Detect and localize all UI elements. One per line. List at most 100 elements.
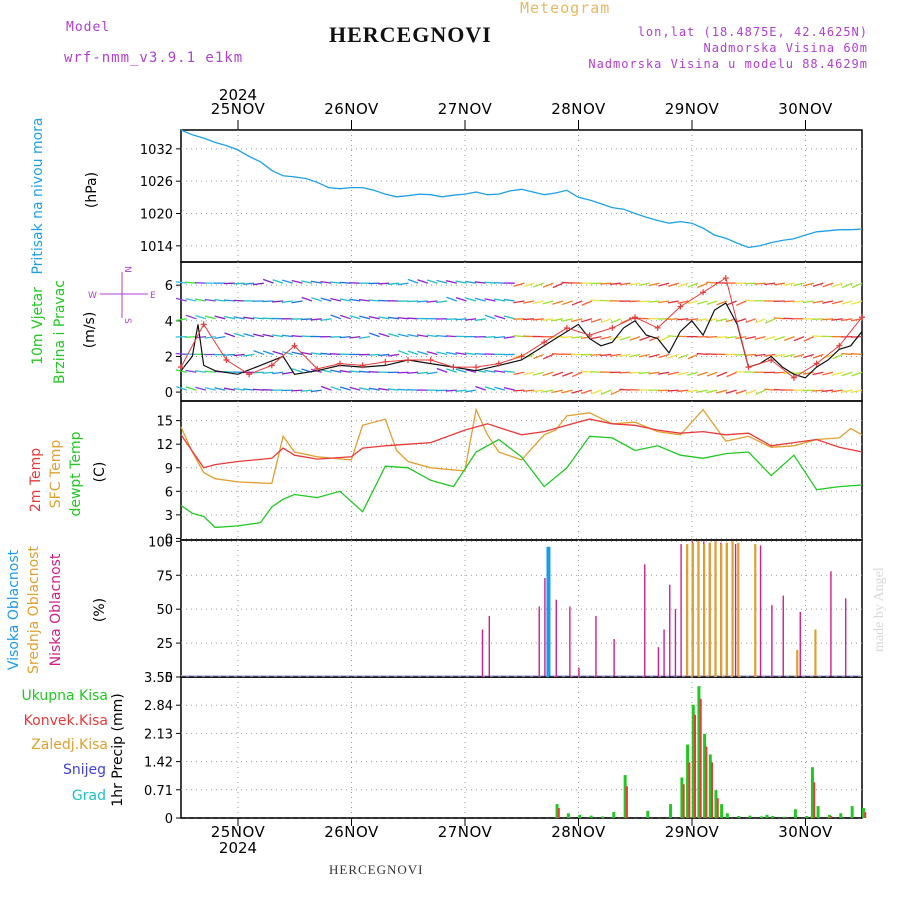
- wind-arrow: [783, 336, 795, 342]
- wind-arrow: [330, 369, 342, 373]
- wind-arrow: [668, 353, 679, 359]
- wind-arrow: [445, 389, 457, 392]
- precip-total-bar: [771, 816, 775, 818]
- wind-arrow: [465, 368, 477, 373]
- wind-arrow: [629, 282, 641, 286]
- wind-arrow: [831, 318, 843, 321]
- wind-arrow: [523, 300, 535, 304]
- cloud-bar: [759, 545, 762, 677]
- wind-arrow: [754, 335, 766, 340]
- wind-arrow: [532, 371, 544, 376]
- y-tick-label: 3.55: [144, 671, 173, 686]
- bottom-day-label: 29NOV: [665, 823, 720, 841]
- wind-arrow: [687, 282, 699, 288]
- wind-arrow: [580, 370, 592, 373]
- wind-axis-subtitle: Brzina i Pravac: [52, 280, 68, 384]
- wind-arrow: [522, 318, 535, 321]
- wind-arrow: [581, 300, 593, 306]
- wind-arrow: [783, 300, 795, 303]
- wind-arrow: [494, 298, 506, 302]
- wind-arrow: [648, 300, 660, 303]
- wind-arrow: [388, 333, 400, 338]
- model-label: Model: [66, 20, 111, 35]
- precip-total-bar: [737, 816, 741, 818]
- wind-arrow: [455, 296, 467, 302]
- wind-arrow: [407, 300, 419, 303]
- cloud-bar: [731, 541, 734, 677]
- wind-arrow: [532, 318, 544, 321]
- wind-arrow: [648, 282, 660, 287]
- cloud-bar: [669, 584, 671, 677]
- wind-arrow: [252, 317, 264, 320]
- wind-arrow: [252, 388, 264, 391]
- wind-arrow: [349, 315, 361, 320]
- cloud-bar: [714, 541, 717, 677]
- wind-arrow: [359, 387, 371, 391]
- temp-dew-axis-title: dewpt Temp: [68, 431, 84, 516]
- wind-arrow: [638, 317, 650, 320]
- wind-arrow: [687, 300, 699, 305]
- wind-arrow: [262, 278, 274, 284]
- wind-arrow: [773, 388, 785, 391]
- precip-total-bar: [839, 813, 843, 818]
- wind-arrow: [397, 333, 409, 338]
- wind-arrow: [243, 353, 255, 357]
- wind-arrow: [185, 369, 197, 373]
- wind-speed-line: [180, 302, 863, 379]
- cloud-bar: [697, 541, 700, 677]
- pressure-line: [180, 129, 863, 249]
- wind-arrow: [562, 371, 573, 377]
- wind-arrow: [407, 350, 419, 356]
- wind-arrow: [330, 314, 342, 320]
- wind-gust-marker: [518, 353, 525, 360]
- wind-arrow: [696, 352, 708, 356]
- wind-arrow: [233, 332, 245, 338]
- wind-arrow: [658, 353, 670, 359]
- wind-arrow: [407, 333, 419, 338]
- precip-total-bar: [725, 813, 729, 818]
- cloud-bar: [734, 544, 737, 677]
- wind-arrow: [465, 297, 477, 302]
- wind-arrow: [745, 389, 757, 395]
- wind-arrow: [773, 371, 785, 374]
- wind-gust-marker: [586, 332, 593, 339]
- precip-legend-entry: Konvek.Kisa: [24, 713, 108, 729]
- y-tick-label: 6: [165, 279, 173, 294]
- wind-arrow: [416, 300, 428, 303]
- wind-gust-marker: [405, 357, 411, 364]
- wind-arrow: [648, 336, 660, 342]
- wind-arrow: [551, 318, 564, 322]
- wind-arrow: [281, 351, 293, 356]
- wind-arrow: [725, 389, 737, 394]
- wind-arrow: [262, 300, 274, 303]
- wind-arrow: [542, 353, 554, 360]
- wind-arrow: [744, 299, 756, 302]
- wind-arrow: [455, 368, 467, 373]
- wind-arrow: [233, 387, 245, 391]
- wind-gust-marker: [291, 342, 298, 349]
- wind-arrow: [831, 389, 843, 393]
- wind-arrow: [233, 282, 245, 285]
- panel-frame-pressure: [180, 129, 863, 263]
- cloud-bar: [555, 599, 557, 677]
- wind-arrow: [320, 297, 332, 302]
- precip-total-bar: [748, 815, 752, 818]
- wind-arrow: [397, 388, 409, 391]
- wind-gust-marker: [382, 358, 389, 365]
- wind-arrow: [667, 389, 679, 392]
- precip-total-bar: [805, 816, 809, 818]
- wind-arrow: [301, 335, 313, 338]
- cloud-bar: [595, 615, 597, 677]
- wind-gust-marker: [541, 339, 548, 346]
- wind-arrow: [755, 389, 766, 395]
- wind-arrow: [561, 281, 573, 284]
- meteogram-label: Meteogram: [520, 0, 611, 17]
- top-day-label: 26NOV: [324, 100, 379, 118]
- wind-arrow: [445, 318, 457, 321]
- wind-arrow: [600, 335, 612, 340]
- wind-arrow: [580, 335, 592, 339]
- cloud-bar: [538, 606, 540, 677]
- cloud-bar: [814, 629, 817, 677]
- wind-arrow: [629, 300, 641, 303]
- y-tick-label: 2.13: [144, 727, 173, 742]
